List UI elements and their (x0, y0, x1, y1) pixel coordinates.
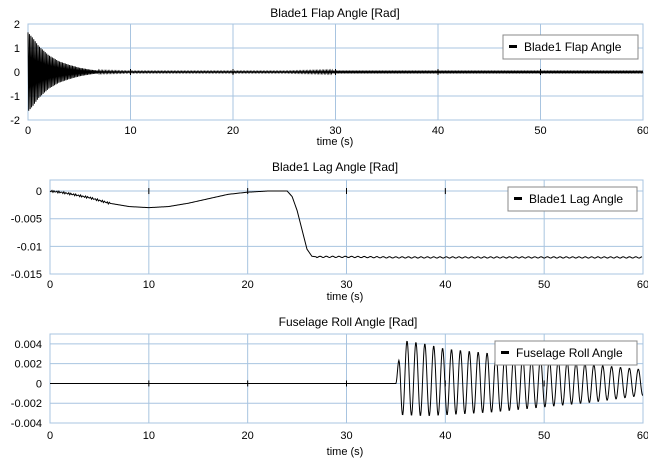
x-ticks: 0 10 20 30 40 50 60 (25, 125, 648, 137)
y-tick-label: 1 (14, 43, 20, 55)
x-tick-label: 30 (340, 430, 352, 442)
chart-title: Fuselage Roll Angle [Rad] (279, 315, 418, 329)
x-tick-label: 0 (47, 430, 53, 442)
x-tick-label: 40 (432, 125, 444, 137)
series-line (50, 340, 644, 416)
y-tick-label: -0.004 (11, 418, 42, 430)
y-tick-label: -0.01 (17, 241, 42, 253)
y-tick-label: 0 (36, 186, 42, 198)
x-tick-label: 50 (538, 279, 550, 291)
series-line (27, 32, 644, 111)
chart-panel-flap: Blade1 Flap Angle [Rad] 210-1-2 0 10 20 30 4… (10, 6, 648, 148)
y-tick-label: 0 (14, 67, 20, 79)
x-tick-label: 20 (227, 125, 239, 137)
y-tick-label: -0.002 (11, 398, 42, 410)
legend-swatch (509, 45, 517, 48)
legend-label: Blade1 Lag Angle (529, 192, 623, 206)
x-tick-label: 40 (439, 430, 451, 442)
x-tick-label: 40 (439, 279, 451, 291)
x-axis-label: time (s) (327, 291, 364, 303)
y-tick-label: 0.004 (14, 339, 42, 351)
chart-panel-lag: Blade1 Lag Angle [Rad] 0 -0.005 -0.01 -0.01… (11, 160, 648, 303)
x-tick-label: 50 (534, 125, 546, 137)
series-path (49, 189, 643, 259)
x-axis-label: time (s) (327, 446, 364, 458)
x-tick-label: 20 (242, 430, 254, 442)
y-ticks: 2 1 0 -1 -2 (10, 19, 20, 127)
y-tick-label: 0 (36, 378, 42, 390)
x-tick-label: 0 (47, 279, 53, 291)
x-tick-label: 50 (538, 430, 550, 442)
y-tick-label: -0.015 (11, 269, 42, 281)
x-tick-label: 60 (637, 125, 648, 137)
x-tick-label: 30 (340, 279, 352, 291)
y-tick-label: -1 (10, 91, 20, 103)
legend-label: Fuselage Roll Angle (516, 346, 623, 360)
legend: Blade1 Lag Angle (507, 186, 638, 212)
y-ticks: 0 -0.005 -0.01 -0.015 (11, 186, 42, 281)
x-tick-label: 30 (329, 125, 341, 137)
x-tick-label: 10 (143, 279, 155, 291)
x-tick-label: 60 (637, 430, 648, 442)
y-tick-label: 0.002 (14, 359, 42, 371)
x-tick-label: 10 (143, 430, 155, 442)
chart-title: Blade1 Lag Angle [Rad] (272, 160, 398, 174)
legend-box (507, 186, 638, 212)
y-tick-label: -2 (10, 115, 20, 127)
legend: Fuselage Roll Angle (494, 340, 638, 366)
chart-panel-roll: Fuselage Roll Angle [Rad] 0.004 0.002 0 -0.… (11, 315, 648, 458)
x-tick-label: 10 (124, 125, 136, 137)
chart-title: Blade1 Flap Angle [Rad] (270, 6, 399, 20)
x-ticks: 0 10 20 30 40 50 60 (47, 279, 648, 291)
y-tick-label: -0.005 (11, 214, 42, 226)
legend-swatch (501, 351, 509, 354)
x-tick-label: 0 (25, 125, 31, 137)
legend-box (502, 34, 639, 60)
legend: Blade1 Flap Angle (502, 34, 639, 60)
legend-label: Blade1 Flap Angle (524, 40, 622, 54)
x-tick-label: 20 (242, 279, 254, 291)
y-tick-label: 2 (14, 19, 20, 31)
legend-box (494, 340, 638, 366)
legend-swatch (514, 197, 522, 200)
x-axis-label: time (s) (317, 136, 354, 148)
x-tick-label: 60 (637, 279, 648, 291)
y-ticks: 0.004 0.002 0 -0.002 -0.004 (11, 339, 42, 430)
x-ticks: 0 10 20 30 40 50 60 (47, 430, 648, 442)
